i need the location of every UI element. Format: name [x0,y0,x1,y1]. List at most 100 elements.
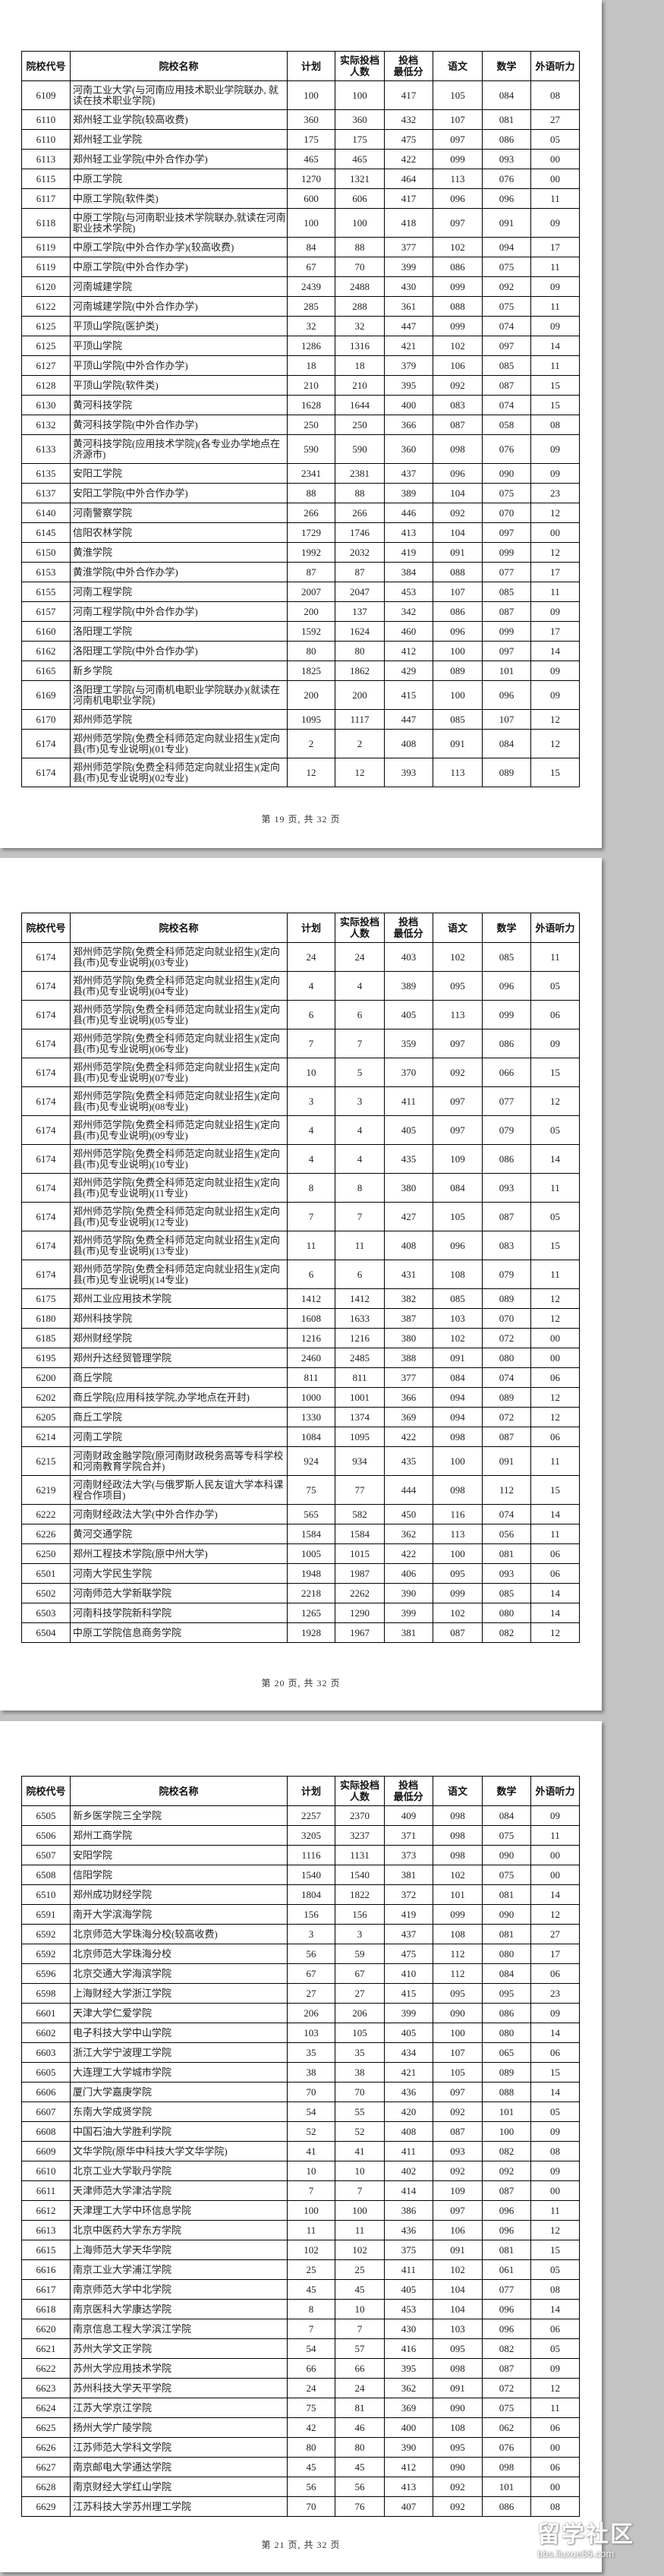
cell-math: 086 [482,1029,531,1058]
cell-math: 099 [482,542,531,563]
cell-chinese: 091 [433,729,483,758]
cell-listening: 12 [530,709,580,730]
cell-math: 087 [482,2358,531,2379]
cell-name: 黄河科技学院(应用技术学院)(各专业办学地点在济源市) [70,434,288,464]
column-header-chinese: 语文 [433,913,483,943]
cell-chinese: 112 [433,1963,483,1984]
column-header-actual: 实际投档 人数 [335,51,385,81]
cell-math: 092 [482,276,531,297]
cell-actual: 81 [335,2398,385,2418]
cell-plan: 600 [287,188,335,209]
cell-min: 421 [384,336,433,356]
cell-chinese: 087 [433,415,483,435]
table-row: 6623 苏州科技大学天平学院 24 24 362 091 072 12 [21,2378,580,2398]
cell-math: 101 [482,661,531,681]
cell-chinese: 091 [433,542,483,563]
table-row: 6185 郑州财经学院 1216 1216 380 102 072 00 [21,1328,580,1348]
cell-plan: 7 [287,1029,335,1058]
cell-code: 6610 [21,2161,71,2181]
cell-name: 河南工业大学(与河南应用技术职业学院联办, 就读在技术职业学院) [70,80,288,110]
cell-plan: 24 [287,942,335,972]
cell-code: 6605 [21,2062,71,2083]
cell-code: 6617 [21,2279,71,2300]
cell-name: 郑州师范学院(免费全科师范定向就业招生)(定向县(市)见专业说明)(01专业) [70,729,288,758]
cell-plan: 87 [287,562,335,582]
cell-name: 郑州轻工业学院 [70,129,288,150]
cell-math: 077 [482,1086,531,1116]
cell-code: 6140 [21,503,71,523]
cell-plan: 25 [287,2259,335,2280]
cell-code: 6130 [21,395,71,415]
cell-listening: 12 [530,1407,580,1427]
cell-actual: 24 [335,2378,385,2398]
cell-chinese: 108 [433,1260,483,1289]
cell-name: 郑州师范学院(免费全科师范定向就业招生)(定向县(市)见专业说明)(02专业) [70,758,288,787]
document-page-21: 院校代号 院校名称 计划 实际投档 人数 投档最低分 语文 数学 外语听力 6505 新乡医学院三全… [0,1721,602,2572]
table-row: 6592 北京师范大学珠海分校 56 59 475 112 080 17 [21,1944,580,1964]
cell-name: 安阳工学院(中外合作办学) [70,483,288,503]
cell-math: 099 [482,1000,531,1029]
cell-math: 091 [482,1446,531,1476]
cell-actual: 811 [335,1367,385,1388]
cell-plan: 6 [287,1000,335,1029]
cell-code: 6628 [21,2477,71,2497]
cell-actual: 4 [335,1144,385,1174]
cell-math: 101 [482,2477,531,2497]
cell-code: 6609 [21,2141,71,2161]
table-row: 6195 郑州升达经贸管理学院 2460 2485 388 091 080 00 [21,1348,580,1368]
cell-listening: 14 [530,1144,580,1174]
column-header-math: 数学 [482,1776,531,1806]
cell-math: 066 [482,1058,531,1087]
cell-math: 084 [482,729,531,758]
cell-plan: 1116 [287,1845,335,1865]
cell-listening: 11 [530,1446,580,1476]
table-row: 6165 新乡学院 1825 1862 429 089 101 09 [21,661,580,681]
cell-name: 郑州师范学院 [70,709,288,730]
cell-chinese: 100 [433,2023,483,2043]
cell-actual: 38 [335,2062,385,2083]
cell-math: 082 [482,1622,531,1643]
cell-listening: 00 [530,1845,580,1865]
cell-chinese: 092 [433,2101,483,2122]
cell-name: 郑州工程技术学院(原中州大学) [70,1543,288,1564]
cell-math: 075 [482,483,531,503]
cell-listening: 00 [530,522,580,543]
watermark-logo-text: 留学社区 [537,2521,634,2548]
column-header-name: 院校名称 [70,913,288,943]
cell-math: 081 [482,1543,531,1564]
column-header-name: 院校名称 [70,51,288,81]
cell-code: 6165 [21,661,71,681]
cell-name: 洛阳理工学院 [70,621,288,642]
cell-chinese: 099 [433,1583,483,1603]
cell-actual: 100 [335,2200,385,2221]
cell-name: 郑州工业应用技术学院 [70,1288,288,1309]
cell-plan: 42 [287,2417,335,2438]
cell-name: 河南师范大学新联学院 [70,1583,288,1603]
cell-math: 076 [482,2437,531,2458]
cell-actual: 266 [335,503,385,523]
cell-actual: 1633 [335,1308,385,1329]
cell-name: 黄河科技学院 [70,395,288,415]
cell-min: 371 [384,1825,433,1846]
cell-chinese: 097 [433,2200,483,2221]
table-row: 6174 郑州师范学院(免费全科师范定向就业招生)(定向县(市)见专业说明)(05… [21,1000,580,1029]
cell-min: 379 [384,355,433,376]
column-header-label: 投档最低分 [393,55,423,77]
cell-chinese: 116 [433,1504,483,1524]
cell-listening: 09 [530,1029,580,1058]
cell-min: 366 [384,415,433,435]
cell-chinese: 084 [433,1367,483,1388]
cell-math: 090 [482,1845,531,1865]
cell-name: 郑州师范学院(免费全科师范定向就业招生)(定向县(市)见专业说明)(07专业) [70,1058,288,1087]
column-header-actual: 实际投档 人数 [335,1776,385,1806]
cell-plan: 1628 [287,395,335,415]
cell-plan: 10 [287,1058,335,1087]
cell-math: 074 [482,316,531,336]
cell-code: 6162 [21,641,71,661]
cell-name: 河南警察学院 [70,503,288,523]
cell-min: 380 [384,1328,433,1348]
watermark-logo: 留学社区 bbs.liuxue86.com [537,2521,659,2560]
table-row: 6174 郑州师范学院(免费全科师范定向就业招生)(定向县(市)见专业说明)(10… [21,1144,580,1174]
cell-name: 北京师范大学珠海分校 [70,1944,288,1964]
table-row: 6622 苏州大学应用技术学院 66 66 395 098 087 09 [21,2358,580,2379]
